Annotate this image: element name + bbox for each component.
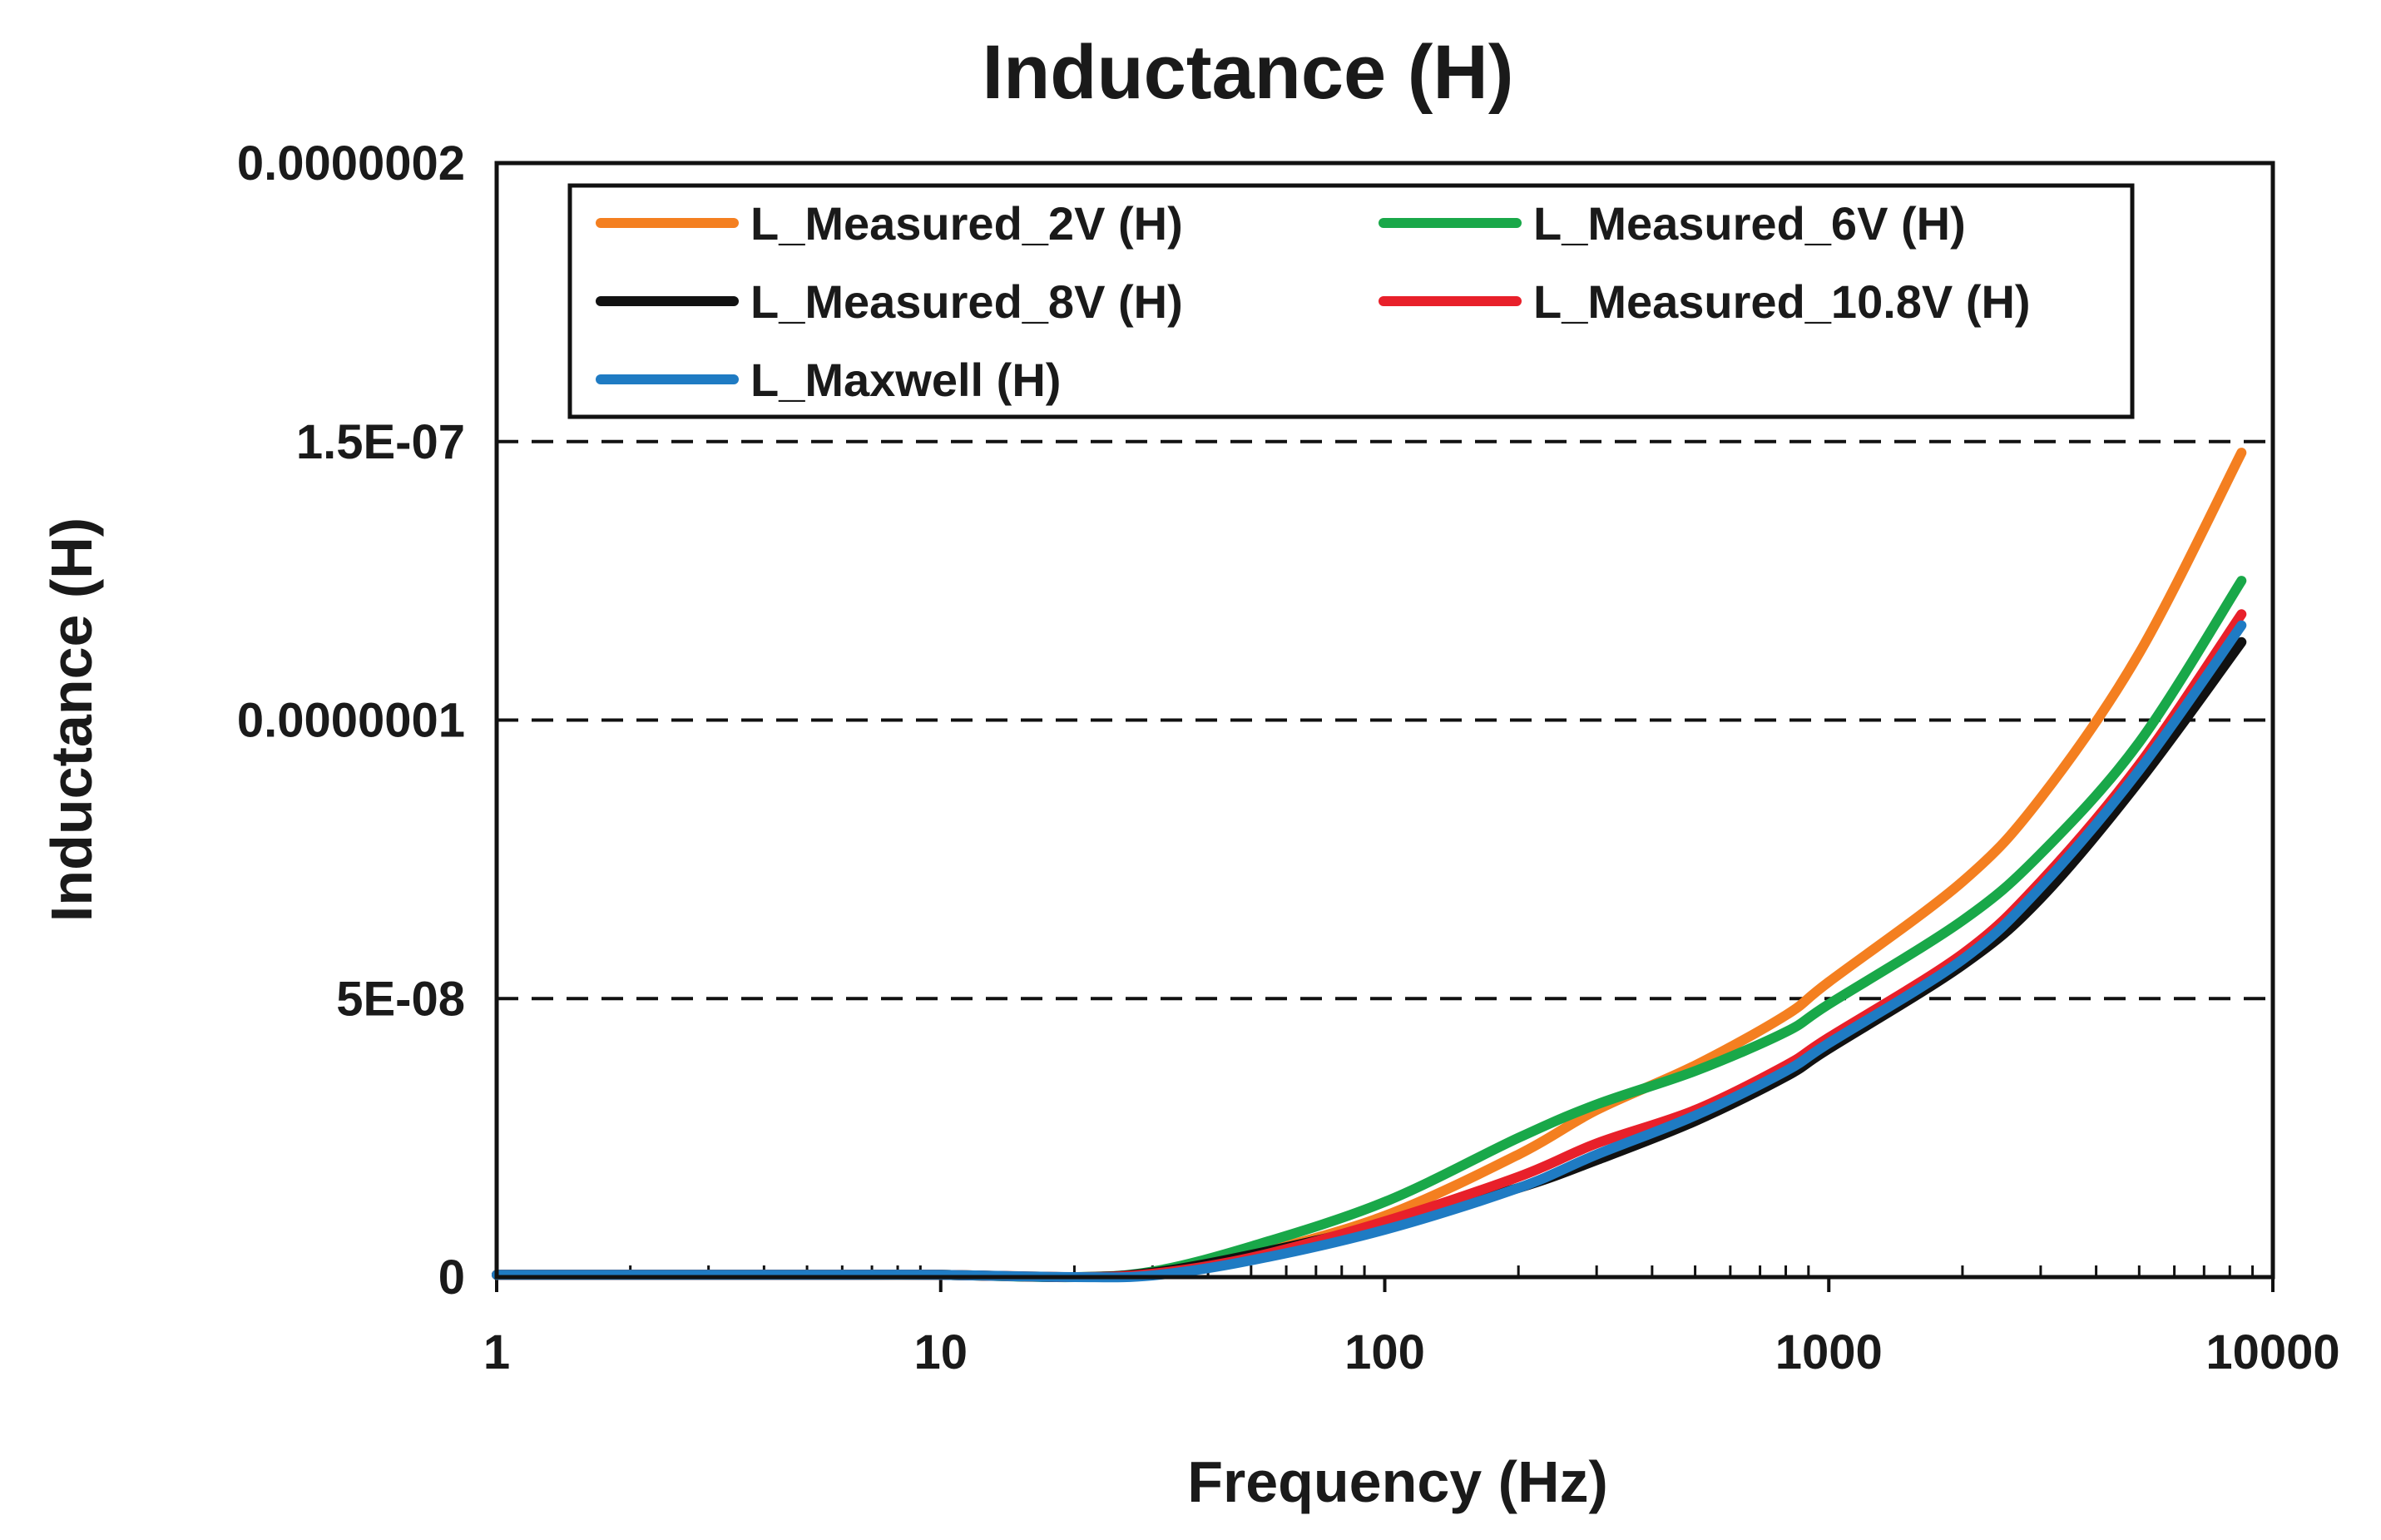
- plot-area-frame: [494, 161, 2275, 1280]
- y-axis-label: Inductance (H): [39, 517, 104, 922]
- x-tick-label: 100: [1344, 1325, 1425, 1379]
- legend-label: L_Measured_6V (H): [1533, 197, 1966, 250]
- legend: L_Measured_2V (H) L_Measured_6V (H) L_Meas…: [567, 183, 2135, 419]
- series-line-0: [492, 448, 2247, 1283]
- legend-label: L_Measured_8V (H): [750, 275, 1183, 328]
- series-line-2: [492, 636, 2247, 1283]
- series-line-1: [492, 576, 2247, 1283]
- legend-label: L_Measured_10.8V (H): [1533, 275, 2031, 328]
- grid-lines: [497, 439, 2273, 1001]
- x-axis-label: Frequency (Hz): [1187, 1449, 1608, 1514]
- y-axis-ticks: 0 5E-08 0.0000001 1.5E-07 0.0000002: [237, 136, 465, 1305]
- x-tick-label: 10000: [2205, 1325, 2339, 1379]
- legend-items: L_Measured_2V (H) L_Measured_6V (H) L_Meas…: [596, 197, 2031, 406]
- y-tick-label: 0.0000002: [237, 136, 465, 191]
- y-tick-label: 0.0000001: [237, 694, 465, 748]
- x-tick-label: 1000: [1775, 1325, 1883, 1379]
- y-tick-label: 1.5E-07: [296, 415, 465, 469]
- chart-title: Inductance (H): [983, 30, 1514, 115]
- x-tick-label: 1: [483, 1325, 510, 1379]
- y-tick-label: 0: [438, 1250, 465, 1305]
- x-tick-label: 10: [913, 1325, 968, 1379]
- series-lines: [492, 448, 2247, 1283]
- legend-label: L_Maxwell (H): [750, 354, 1061, 406]
- series-line-4: [492, 620, 2247, 1283]
- y-tick-label: 5E-08: [336, 972, 465, 1026]
- x-axis-ticks: 1 10 100 1000 10000: [483, 1277, 2340, 1379]
- legend-label: L_Measured_2V (H): [750, 197, 1183, 250]
- legend-box: [567, 183, 2135, 419]
